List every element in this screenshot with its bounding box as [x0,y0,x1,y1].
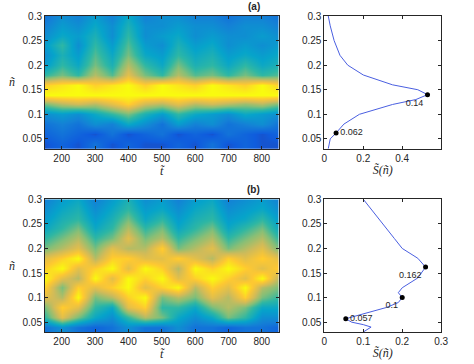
svg-text:400: 400 [120,153,137,164]
svg-text:ñ: ñ [9,259,15,273]
svg-text:0.057: 0.057 [350,313,373,323]
svg-text:0.15: 0.15 [302,84,322,95]
svg-text:0.2: 0.2 [28,243,42,254]
svg-text:0.15: 0.15 [23,84,43,95]
svg-text:ñ: ñ [9,75,15,89]
svg-text:200: 200 [53,153,70,164]
svg-text:0.1: 0.1 [307,292,321,303]
svg-text:700: 700 [220,153,237,164]
svg-text:0: 0 [322,153,328,164]
svg-text:0.3: 0.3 [28,11,42,22]
svg-text:0.3: 0.3 [28,194,42,205]
svg-text:300: 300 [87,153,104,164]
svg-text:0.3: 0.3 [307,11,321,22]
svg-text:0.15: 0.15 [302,268,322,279]
svg-text:0.25: 0.25 [23,218,43,229]
svg-text:0.162: 0.162 [399,270,422,280]
svg-text:t̃: t̃ [160,164,165,178]
svg-text:0.1: 0.1 [356,336,370,347]
svg-text:800: 800 [253,336,270,347]
svg-text:0.2: 0.2 [307,243,321,254]
svg-text:500: 500 [153,153,170,164]
svg-text:0.2: 0.2 [356,153,370,164]
svg-text:600: 600 [187,153,204,164]
svg-text:S̃(ñ): S̃(ñ) [373,163,393,177]
svg-text:0.05: 0.05 [302,317,322,328]
svg-text:0.1: 0.1 [307,109,321,120]
svg-text:t̃: t̃ [160,347,165,361]
svg-text:0.062: 0.062 [340,127,363,137]
svg-text:0.25: 0.25 [302,35,322,46]
svg-text:600: 600 [187,336,204,347]
svg-text:0.25: 0.25 [302,218,322,229]
svg-text:0.3: 0.3 [307,194,321,205]
svg-text:0.05: 0.05 [23,133,43,144]
svg-text:500: 500 [153,336,170,347]
svg-text:0.2: 0.2 [307,60,321,71]
svg-text:200: 200 [53,336,70,347]
svg-text:400: 400 [120,336,137,347]
svg-text:700: 700 [220,336,237,347]
svg-text:0.25: 0.25 [23,35,43,46]
svg-text:0.1: 0.1 [28,292,42,303]
svg-text:300: 300 [87,336,104,347]
svg-text:(b): (b) [247,184,260,195]
svg-text:800: 800 [253,153,270,164]
svg-text:0: 0 [322,336,328,347]
svg-text:0.1: 0.1 [386,300,399,310]
svg-text:0.05: 0.05 [302,133,322,144]
svg-text:0.05: 0.05 [23,317,43,328]
svg-text:0.15: 0.15 [23,268,43,279]
svg-text:0.2: 0.2 [395,336,409,347]
svg-text:0.14: 0.14 [406,98,424,108]
svg-text:0.1: 0.1 [28,109,42,120]
svg-text:(a): (a) [248,1,260,12]
svg-text:S̃(ñ): S̃(ñ) [373,346,393,360]
svg-text:0.2: 0.2 [28,60,42,71]
svg-text:0.3: 0.3 [434,336,448,347]
svg-text:0.4: 0.4 [395,153,409,164]
